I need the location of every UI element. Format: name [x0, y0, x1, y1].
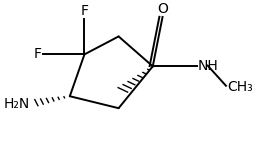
Text: H₂N: H₂N [3, 97, 30, 111]
Text: CH₃: CH₃ [227, 80, 253, 93]
Text: F: F [80, 4, 88, 18]
Text: O: O [157, 2, 168, 16]
Text: F: F [34, 47, 42, 61]
Text: NH: NH [198, 59, 219, 73]
